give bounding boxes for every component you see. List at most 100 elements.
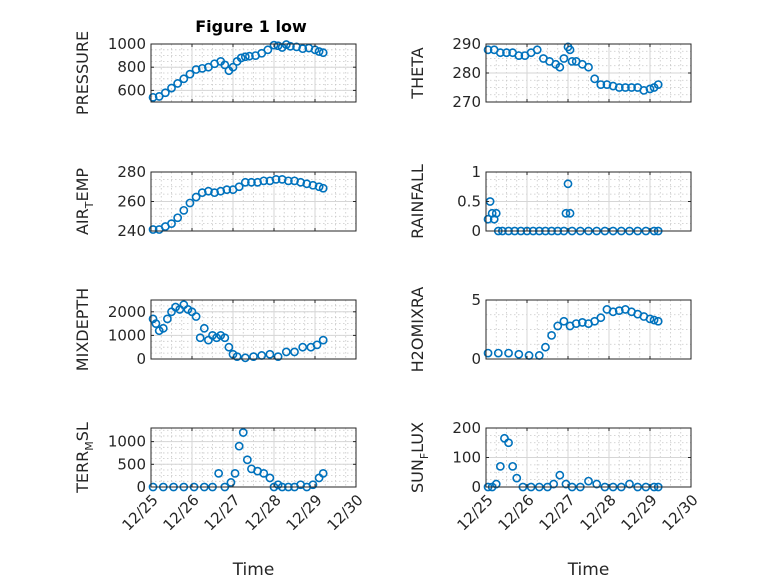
data-point xyxy=(226,478,236,487)
data-point xyxy=(549,479,559,489)
data-point xyxy=(318,183,328,193)
data-point xyxy=(512,473,522,483)
y-tick-label: 0 xyxy=(471,222,481,240)
data-point xyxy=(567,57,577,66)
x-tick-label: 12/30 xyxy=(323,491,366,534)
y-axis-label: PRESSURE xyxy=(73,31,92,115)
y-tick-label: 290 xyxy=(452,35,481,53)
data-point xyxy=(259,176,269,186)
data-point xyxy=(614,83,624,92)
y-tick-label: 500 xyxy=(117,455,146,473)
y-axis-label: SUNFLUX xyxy=(408,422,431,493)
data-point xyxy=(281,347,291,357)
data-point xyxy=(240,52,250,62)
data-point xyxy=(222,185,232,195)
y-tick-label: 2000 xyxy=(108,303,146,321)
y-tick-label: 260 xyxy=(117,193,146,211)
axes-frame xyxy=(150,43,357,103)
x-tick-label: 12/27 xyxy=(535,491,578,534)
data-point xyxy=(483,45,493,55)
data-point xyxy=(504,348,513,358)
y-tick-label: 0 xyxy=(471,350,481,368)
data-point xyxy=(483,348,493,358)
x-tick-label: 12/27 xyxy=(200,491,243,534)
data-point xyxy=(242,455,252,465)
y-tick-label: 0 xyxy=(136,478,146,496)
axes-frame xyxy=(150,299,357,360)
data-point xyxy=(298,342,308,352)
subplot-rainfall: 0 0.5 1 RAINFALL xyxy=(408,163,692,240)
data-point xyxy=(240,177,250,187)
data-point xyxy=(154,92,164,101)
data-point xyxy=(592,479,602,489)
data-point xyxy=(563,179,573,189)
x-tick-label: 12/29 xyxy=(617,491,660,534)
data-point xyxy=(238,428,248,437)
data-point xyxy=(561,208,571,218)
data-point xyxy=(160,88,170,98)
data-point xyxy=(596,313,606,323)
data-point xyxy=(584,476,593,486)
data-point xyxy=(495,48,505,58)
data-point xyxy=(312,340,322,350)
data-point xyxy=(571,319,581,328)
data-point xyxy=(281,40,291,49)
data-point xyxy=(228,62,238,72)
data-point xyxy=(584,62,593,72)
data-point xyxy=(199,323,209,333)
data-point xyxy=(483,214,493,224)
data-point xyxy=(541,342,550,352)
y-axis-label: MIXDEPTH xyxy=(73,288,92,371)
data-point xyxy=(621,83,630,92)
y-axis-label: THETA xyxy=(408,47,427,99)
axes-frame xyxy=(485,299,692,360)
y-tick-label: 800 xyxy=(117,58,146,76)
data-point xyxy=(179,205,189,215)
y-tick-label: 1000 xyxy=(108,35,146,53)
x-tick-label: 12/26 xyxy=(494,491,537,534)
data-point xyxy=(314,182,324,192)
data-point xyxy=(259,468,269,478)
data-point xyxy=(318,48,328,58)
data-point xyxy=(236,53,246,63)
data-point xyxy=(596,80,606,89)
y-tick-label: 1000 xyxy=(108,433,146,451)
data-point xyxy=(185,69,195,79)
data-point xyxy=(491,479,501,489)
x-tick-label: 12/28 xyxy=(241,491,284,534)
data-point xyxy=(495,461,505,471)
x-axis-label: Time xyxy=(232,560,275,580)
x-tick-label: 12/30 xyxy=(658,491,701,534)
data-point xyxy=(247,177,256,187)
subplot-air_temp: 240 260 280 AIRTEMP xyxy=(73,163,357,240)
data-point xyxy=(224,342,234,352)
data-point xyxy=(590,74,600,84)
data-point xyxy=(263,45,273,55)
y-tick-label: 1000 xyxy=(108,326,146,344)
data-point xyxy=(167,83,176,93)
data-point xyxy=(220,333,230,343)
data-point xyxy=(565,208,575,218)
data-point xyxy=(314,47,324,56)
data-point xyxy=(162,314,172,324)
data-point xyxy=(514,51,524,60)
y-tick-label: 0 xyxy=(471,478,481,496)
figure-title: Figure 1 low xyxy=(195,17,307,36)
data-point xyxy=(214,468,224,478)
data-point xyxy=(627,83,636,92)
data-point xyxy=(173,213,183,223)
data-point xyxy=(318,468,328,478)
y-tick-label: 100 xyxy=(452,449,481,467)
data-point xyxy=(220,60,230,70)
data-point xyxy=(230,468,240,478)
y-tick-label: 5 xyxy=(471,291,481,309)
x-axis-label: Time xyxy=(567,560,610,580)
x-tick-label: 12/28 xyxy=(576,491,619,534)
data-point xyxy=(645,314,655,324)
data-point xyxy=(185,198,195,208)
subplot-pressure: 600 800 1000 PRESSURE xyxy=(73,31,357,115)
data-point xyxy=(283,176,293,186)
data-point xyxy=(148,225,158,234)
